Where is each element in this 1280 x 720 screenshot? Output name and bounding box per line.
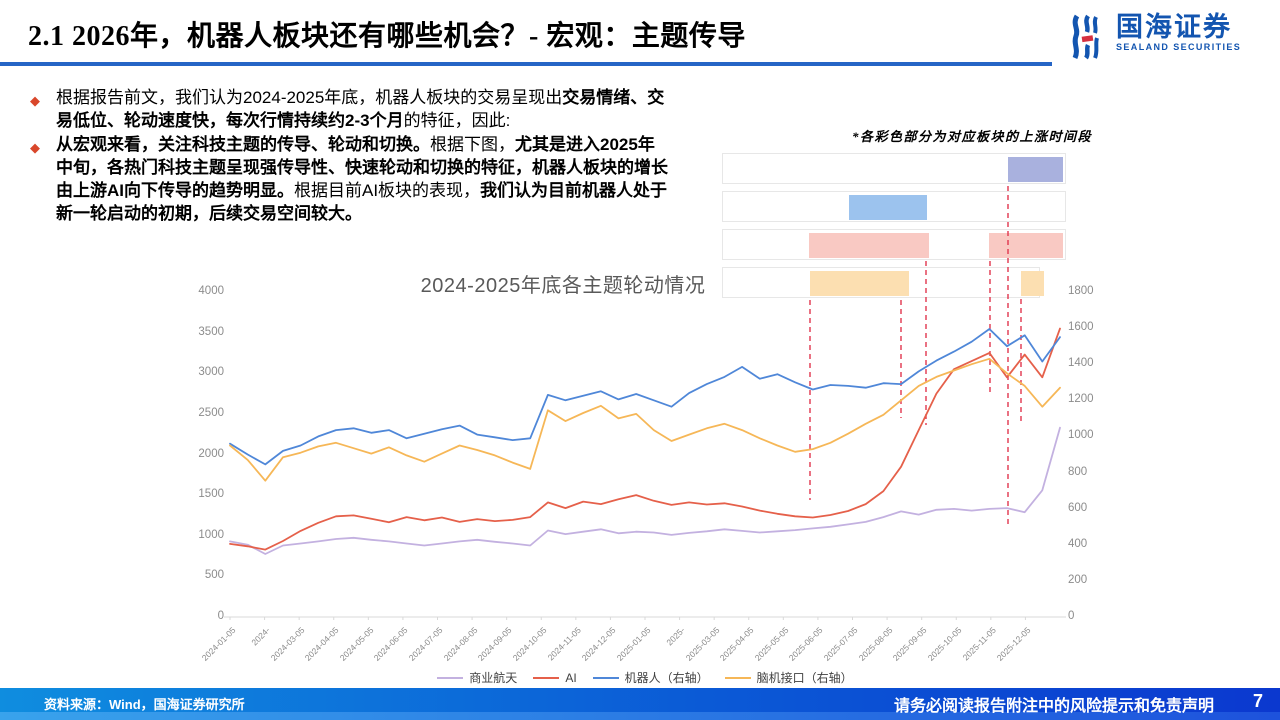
band-segment	[849, 195, 927, 220]
left-axis-tick: 4000	[198, 285, 224, 297]
legend-swatch	[592, 676, 619, 679]
right-axis-tick: 200	[1068, 573, 1088, 586]
bands-annotation: *各彩色部分为对应板块的上涨时间段	[851, 129, 1092, 144]
sealand-logo-icon	[1068, 14, 1110, 65]
x-axis-label: 2025-07-05	[821, 625, 860, 663]
x-axis-label: 2025-10-05	[925, 625, 964, 663]
page-title: 2.1 2026年，机器人板块还有哪些机会？- 宏观：主题传导	[28, 21, 746, 52]
x-axis-label: 2024-05-05	[337, 625, 376, 663]
right-axis-tick: 1200	[1068, 393, 1094, 406]
x-axis-label: 2025-09-05	[890, 625, 929, 663]
x-axis-label: 2024-06-05	[372, 625, 410, 663]
bullet-item: ◆ 从宏观来看，关注科技主题的传导、轮动和切换。根据下图，尤其是进入2025年中旬…	[30, 133, 670, 225]
bullet-text: 根据下图，	[430, 135, 515, 154]
band-row	[722, 191, 1066, 222]
x-axis-label: 2025-06-05	[787, 625, 825, 663]
title-underline	[0, 62, 1052, 66]
x-axis-label: 2024-04-05	[303, 625, 341, 663]
footer-bar: 资料来源：Wind，国海证券研究所 请务必阅读报告附注中的风险提示和免责声明 7	[0, 688, 1280, 720]
right-axis-tick: 0	[1068, 610, 1075, 622]
x-axis-label: 2025-01-05	[614, 625, 653, 663]
band-segment	[810, 271, 909, 296]
bullet-text: 根据目前AI板块的表现，	[294, 181, 481, 200]
right-axis-tick: 1400	[1068, 357, 1094, 370]
x-axis-label: 2025-04-05	[718, 625, 756, 663]
legend-item: AI	[533, 670, 577, 685]
x-axis-label: 2024-07-05	[406, 625, 445, 663]
x-axis-label: 2024-11-05	[545, 625, 583, 663]
chart-legend: 商业航天 AI 机器人（右轴） 脑机接口（右轴）	[230, 669, 1060, 686]
x-axis-label: 2024-12-05	[579, 625, 618, 663]
series-line-1	[229, 327, 1061, 551]
company-logo: 国海证券 SEALAND SECURITIES	[1068, 12, 1268, 62]
left-axis-tick: 3500	[198, 325, 224, 338]
left-axis-tick: 1000	[198, 528, 224, 541]
band-segment	[809, 233, 929, 258]
right-axis-tick: 600	[1068, 501, 1088, 514]
disclaimer-text: 请务必阅读报告附注中的风险提示和免责声明	[893, 698, 1214, 715]
legend-swatch	[437, 676, 464, 679]
x-axis-label: 2024-01-05	[199, 625, 238, 663]
x-axis-label: 2025-11-05	[960, 625, 998, 663]
x-axis-label: 2025-03-05	[683, 625, 722, 663]
bullet-diamond-icon: ◆	[30, 140, 40, 155]
left-axis-tick: 2500	[198, 406, 224, 419]
series-line-3	[229, 357, 1061, 482]
band-segment	[989, 233, 1063, 258]
page-number: 7	[1252, 691, 1263, 711]
right-axis-tick: 800	[1068, 465, 1088, 478]
x-axis-label: 2025-08-05	[856, 625, 895, 663]
bullet-text: 从宏观来看，关注科技主题的传导、轮动和切换。	[56, 135, 430, 154]
bullet-text: 尤其是进入2025年中旬，各热门科技主题呈现强传导性、快速轮动和切换的特征，机器…	[56, 135, 668, 200]
bullet-item: ◆ 根据报告前文，我们认为2024-2025年底，机器人板块的交易呈现出交易情绪、…	[30, 86, 670, 132]
legend-label: 商业航天	[469, 671, 518, 685]
left-axis-tick: 500	[204, 569, 224, 582]
data-source-note: 资料来源：Wind，国海证券研究所	[44, 697, 245, 712]
bullet-diamond-icon: ◆	[30, 93, 40, 108]
right-axis-tick: 1600	[1068, 321, 1094, 334]
series-line-0	[229, 426, 1061, 555]
logo-text: 国海证券 SEALAND SECURITIES	[1116, 12, 1241, 52]
bullet-text: 的特征，因此:	[403, 111, 511, 130]
x-axis-label: 2025-	[664, 625, 687, 648]
legend-swatch	[533, 676, 560, 679]
logo-chinese-name: 国海证券	[1116, 12, 1232, 42]
band-row	[722, 229, 1066, 260]
bullet-text: 我们认为目前机器人处于新一轮启动的初期，后续交易空间较大。	[56, 181, 668, 223]
logo-english-name: SEALAND SECURITIES	[1116, 42, 1242, 52]
legend-label: 机器人（右轴）	[624, 671, 709, 685]
band-row	[722, 267, 1044, 298]
legend-item: 商业航天	[437, 669, 517, 686]
legend-item: 机器人（右轴）	[592, 669, 709, 686]
series-line-2	[229, 328, 1061, 466]
legend-swatch	[724, 676, 751, 679]
x-axis-label: 2024-	[249, 625, 272, 648]
left-axis-tick: 1500	[198, 488, 224, 501]
band-segment	[1021, 271, 1044, 296]
bullet-text: 根据报告前文，我们认为2024-2025年底，机器人板块的交易呈现出	[56, 88, 563, 107]
x-axis-label: 2025-05-05	[752, 625, 791, 663]
band-row	[722, 153, 1066, 184]
right-axis-tick: 400	[1068, 537, 1088, 550]
left-axis-tick: 3000	[198, 366, 224, 379]
bullet-text: 交易情绪、交易低位、轮动速度快，每次行情持续约2-3个月	[56, 88, 665, 130]
chart-title: 2024-2025年底各主题轮动情况	[420, 275, 706, 297]
legend-label: 脑机接口（右轴）	[756, 671, 853, 685]
legend-label: AI	[565, 670, 577, 685]
right-axis-tick: 1800	[1068, 285, 1094, 297]
left-axis-tick: 2000	[198, 447, 224, 460]
left-axis-tick: 0	[217, 610, 224, 622]
x-axis-label: 2025-12-05	[994, 625, 1033, 663]
legend-item: 脑机接口（右轴）	[724, 669, 853, 686]
footer-accent-strip	[0, 712, 1280, 720]
x-axis-label: 2024-09-05	[475, 625, 514, 663]
bullet-list: ◆ 根据报告前文，我们认为2024-2025年底，机器人板块的交易呈现出交易情绪、…	[30, 86, 670, 226]
x-axis-label: 2024-03-05	[268, 625, 307, 663]
band-segment	[1008, 157, 1063, 182]
right-axis-tick: 1000	[1068, 429, 1094, 442]
x-axis-label: 2024-10-05	[510, 625, 549, 663]
x-axis-label: 2024-08-05	[441, 625, 480, 663]
